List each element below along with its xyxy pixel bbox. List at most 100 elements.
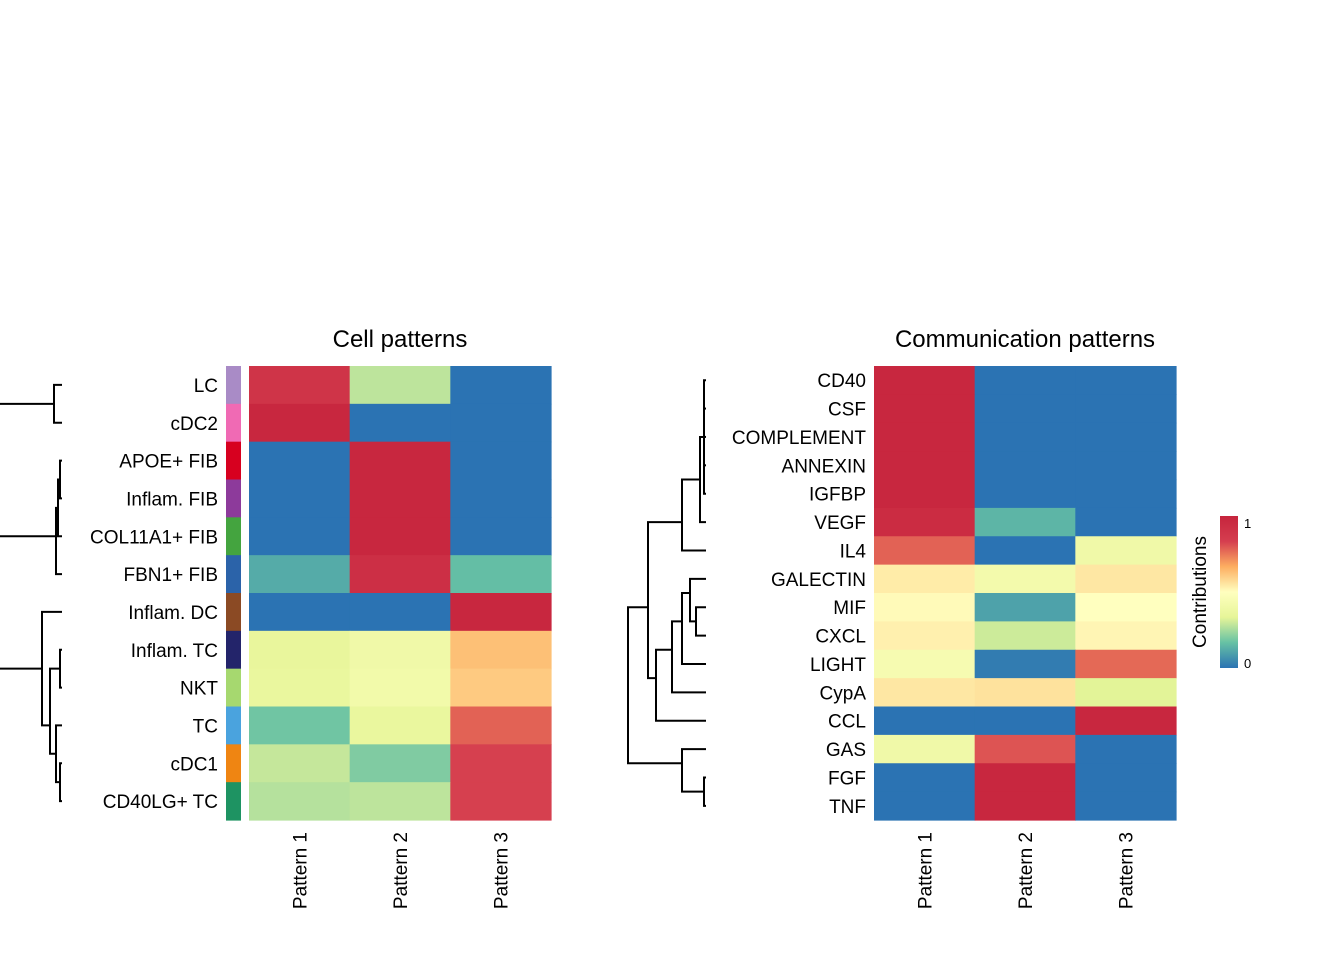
row-label-inflam-dc: Inflam. DC (128, 603, 218, 624)
row-label-inflam-tc: Inflam. TC (131, 641, 218, 662)
heatmap-cell-comm-gas-p1 (874, 734, 976, 764)
row-label-cypa: CypA (820, 683, 867, 704)
heatmap-cell-comm-tnf-p1 (874, 791, 976, 821)
heatmap-cell-comm-light-p3 (1075, 649, 1177, 679)
communication-patterns-title: Communication patterns (895, 326, 1155, 353)
row-label-igfbp: IGFBP (809, 485, 866, 506)
heatmap-cell-comm-light-p2 (974, 649, 1076, 679)
column-label-comm-p2: Pattern 2 (1016, 832, 1037, 909)
heatmap-cell-comm-annexin-p3 (1075, 451, 1177, 481)
communication-row-labels: CD40 CSF COMPLEMENT ANNEXIN IGFBP VEGF IL4 GALE… (732, 371, 867, 818)
heatmap-cell-cell-nkt-p2 (349, 668, 451, 708)
row-label-cd40: CD40 (817, 371, 866, 392)
heatmap-cell-cell-fbn1-fib-p2 (349, 555, 451, 594)
row-label-fbn1-fib: FBN1+ FIB (124, 565, 219, 586)
heatmap-cell-cell-apoe-fib-p1 (249, 441, 351, 481)
row-label-cd40lg-tc: CD40LG+ TC (103, 792, 218, 813)
row-color-inflam-fib (226, 479, 241, 518)
row-label-galectin: GALECTIN (771, 570, 866, 591)
communication-dendrogram (627, 379, 706, 807)
heatmap-cell-cell-fbn1-fib-p3 (450, 555, 552, 594)
heatmap-cell-comm-light-p1 (874, 649, 976, 679)
legend-max-label: 1 (1244, 516, 1251, 531)
heatmap-cell-cell-inflam-tc-p1 (249, 630, 351, 670)
heatmap-cell-comm-cxcl-p1 (874, 621, 976, 651)
heatmap-cell-comm-galectin-p2 (974, 564, 1076, 594)
heatmap-cell-cell-lc-p3 (450, 366, 552, 405)
row-label-gas: GAS (826, 740, 866, 761)
heatmap-cell-cell-inflam-fib-p3 (450, 479, 552, 518)
heatmap-cell-cell-nkt-p3 (450, 668, 552, 708)
dendrogram-branch (59, 648, 62, 689)
row-label-fgf: FGF (828, 768, 866, 789)
cell-dendrogram (0, 383, 62, 803)
row-label-csf: CSF (828, 400, 866, 421)
row-color-cdc2 (226, 403, 241, 443)
heatmap-cell-comm-il4-p3 (1075, 536, 1177, 566)
heatmap-cell-cell-tc-p3 (450, 706, 552, 745)
cell-heatmap-body (249, 366, 552, 821)
cell-column-labels: Pattern 1 Pattern 2 Pattern 3 (290, 832, 512, 909)
row-color-nkt (226, 668, 241, 708)
column-label-comm-p1: Pattern 1 (915, 832, 936, 909)
heatmap-cell-comm-galectin-p1 (874, 564, 976, 594)
heatmap-cell-cell-cdc1-p2 (349, 744, 451, 783)
column-label-cell-p3: Pattern 3 (492, 832, 513, 909)
heatmap-cell-comm-fgf-p1 (874, 763, 976, 793)
heatmap-cell-cell-cdc2-p2 (349, 403, 451, 443)
cell-row-labels: LC cDC2 APOE+ FIB Inflam. FIB COL11A1+ FIB FB… (90, 376, 218, 813)
heatmap-cell-comm-cypa-p2 (974, 678, 1076, 708)
dendrogram-branch (681, 748, 706, 793)
heatmap-cell-cell-inflam-tc-p3 (450, 630, 552, 670)
heatmap-cell-cell-apoe-fib-p3 (450, 441, 552, 481)
heatmap-cell-comm-complement-p2 (974, 422, 1076, 452)
heatmap-cell-cell-inflam-fib-p1 (249, 479, 351, 518)
heatmap-cell-comm-complement-p1 (874, 422, 976, 452)
heatmap-cell-comm-cypa-p1 (874, 678, 976, 708)
heatmap-cell-comm-mif-p3 (1075, 593, 1177, 622)
dendrogram-branch (671, 620, 706, 694)
heatmap-cell-comm-cxcl-p3 (1075, 621, 1177, 651)
communication-column-labels: Pattern 1 Pattern 2 Pattern 3 (915, 832, 1137, 909)
heatmap-cell-comm-cd40-p3 (1075, 366, 1177, 395)
contributions-legend: 1 0 Contributions (1190, 516, 1251, 671)
dendrogram-branch (59, 459, 62, 500)
heatmap-cell-cell-cd40lg-tc-p1 (249, 782, 351, 821)
dendrogram-branch (647, 521, 682, 680)
row-color-inflam-dc (226, 593, 241, 632)
heatmap-cell-comm-igfbp-p1 (874, 479, 976, 509)
heatmap-cell-comm-vegf-p3 (1075, 507, 1177, 537)
heatmap-cell-comm-gas-p2 (974, 734, 1076, 764)
column-label-cell-p2: Pattern 2 (391, 832, 412, 909)
dendrogram-branch (53, 383, 62, 424)
heatmap-cell-comm-mif-p1 (874, 593, 976, 622)
heatmap-cell-comm-csf-p2 (974, 394, 1076, 424)
heatmap-cell-comm-vegf-p2 (974, 507, 1076, 537)
row-label-il4: IL4 (840, 541, 867, 562)
heatmap-cell-comm-ccl-p2 (974, 706, 1076, 736)
dendrogram-branch (681, 592, 706, 665)
heatmap-cell-cell-apoe-fib-p2 (349, 441, 451, 481)
heatmap-cell-cell-cdc1-p3 (450, 744, 552, 783)
row-label-apoe-fib: APOE+ FIB (119, 452, 218, 473)
row-label-light: LIGHT (810, 655, 866, 676)
cell-patterns-title: Cell patterns (333, 326, 468, 353)
heatmap-cell-comm-ccl-p3 (1075, 706, 1177, 736)
cell-row-color-bar (226, 366, 241, 821)
row-label-tnf: TNF (829, 797, 866, 818)
heatmap-cell-comm-gas-p3 (1075, 734, 1177, 764)
communication-patterns-panel: Communication patterns CD40 CSF COMPLEMENT… (627, 326, 1177, 909)
heatmap-cell-cell-fbn1-fib-p1 (249, 555, 351, 594)
heatmap-cell-cell-lc-p2 (349, 366, 451, 405)
row-label-nkt: NKT (180, 679, 218, 700)
row-label-mif: MIF (833, 598, 866, 619)
heatmap-cell-cell-col11a1-fib-p3 (450, 517, 552, 556)
heatmap-cell-comm-mif-p2 (974, 593, 1076, 622)
dendrogram-branch (655, 648, 706, 722)
heatmap-cell-cell-cdc2-p3 (450, 403, 552, 443)
row-label-ccl: CCL (828, 712, 866, 733)
row-label-col11a1-fib: COL11A1+ FIB (90, 527, 218, 548)
heatmap-cell-cell-col11a1-fib-p1 (249, 517, 351, 556)
heatmap-cell-comm-igfbp-p2 (974, 479, 1076, 509)
heatmap-cell-cell-tc-p1 (249, 706, 351, 745)
